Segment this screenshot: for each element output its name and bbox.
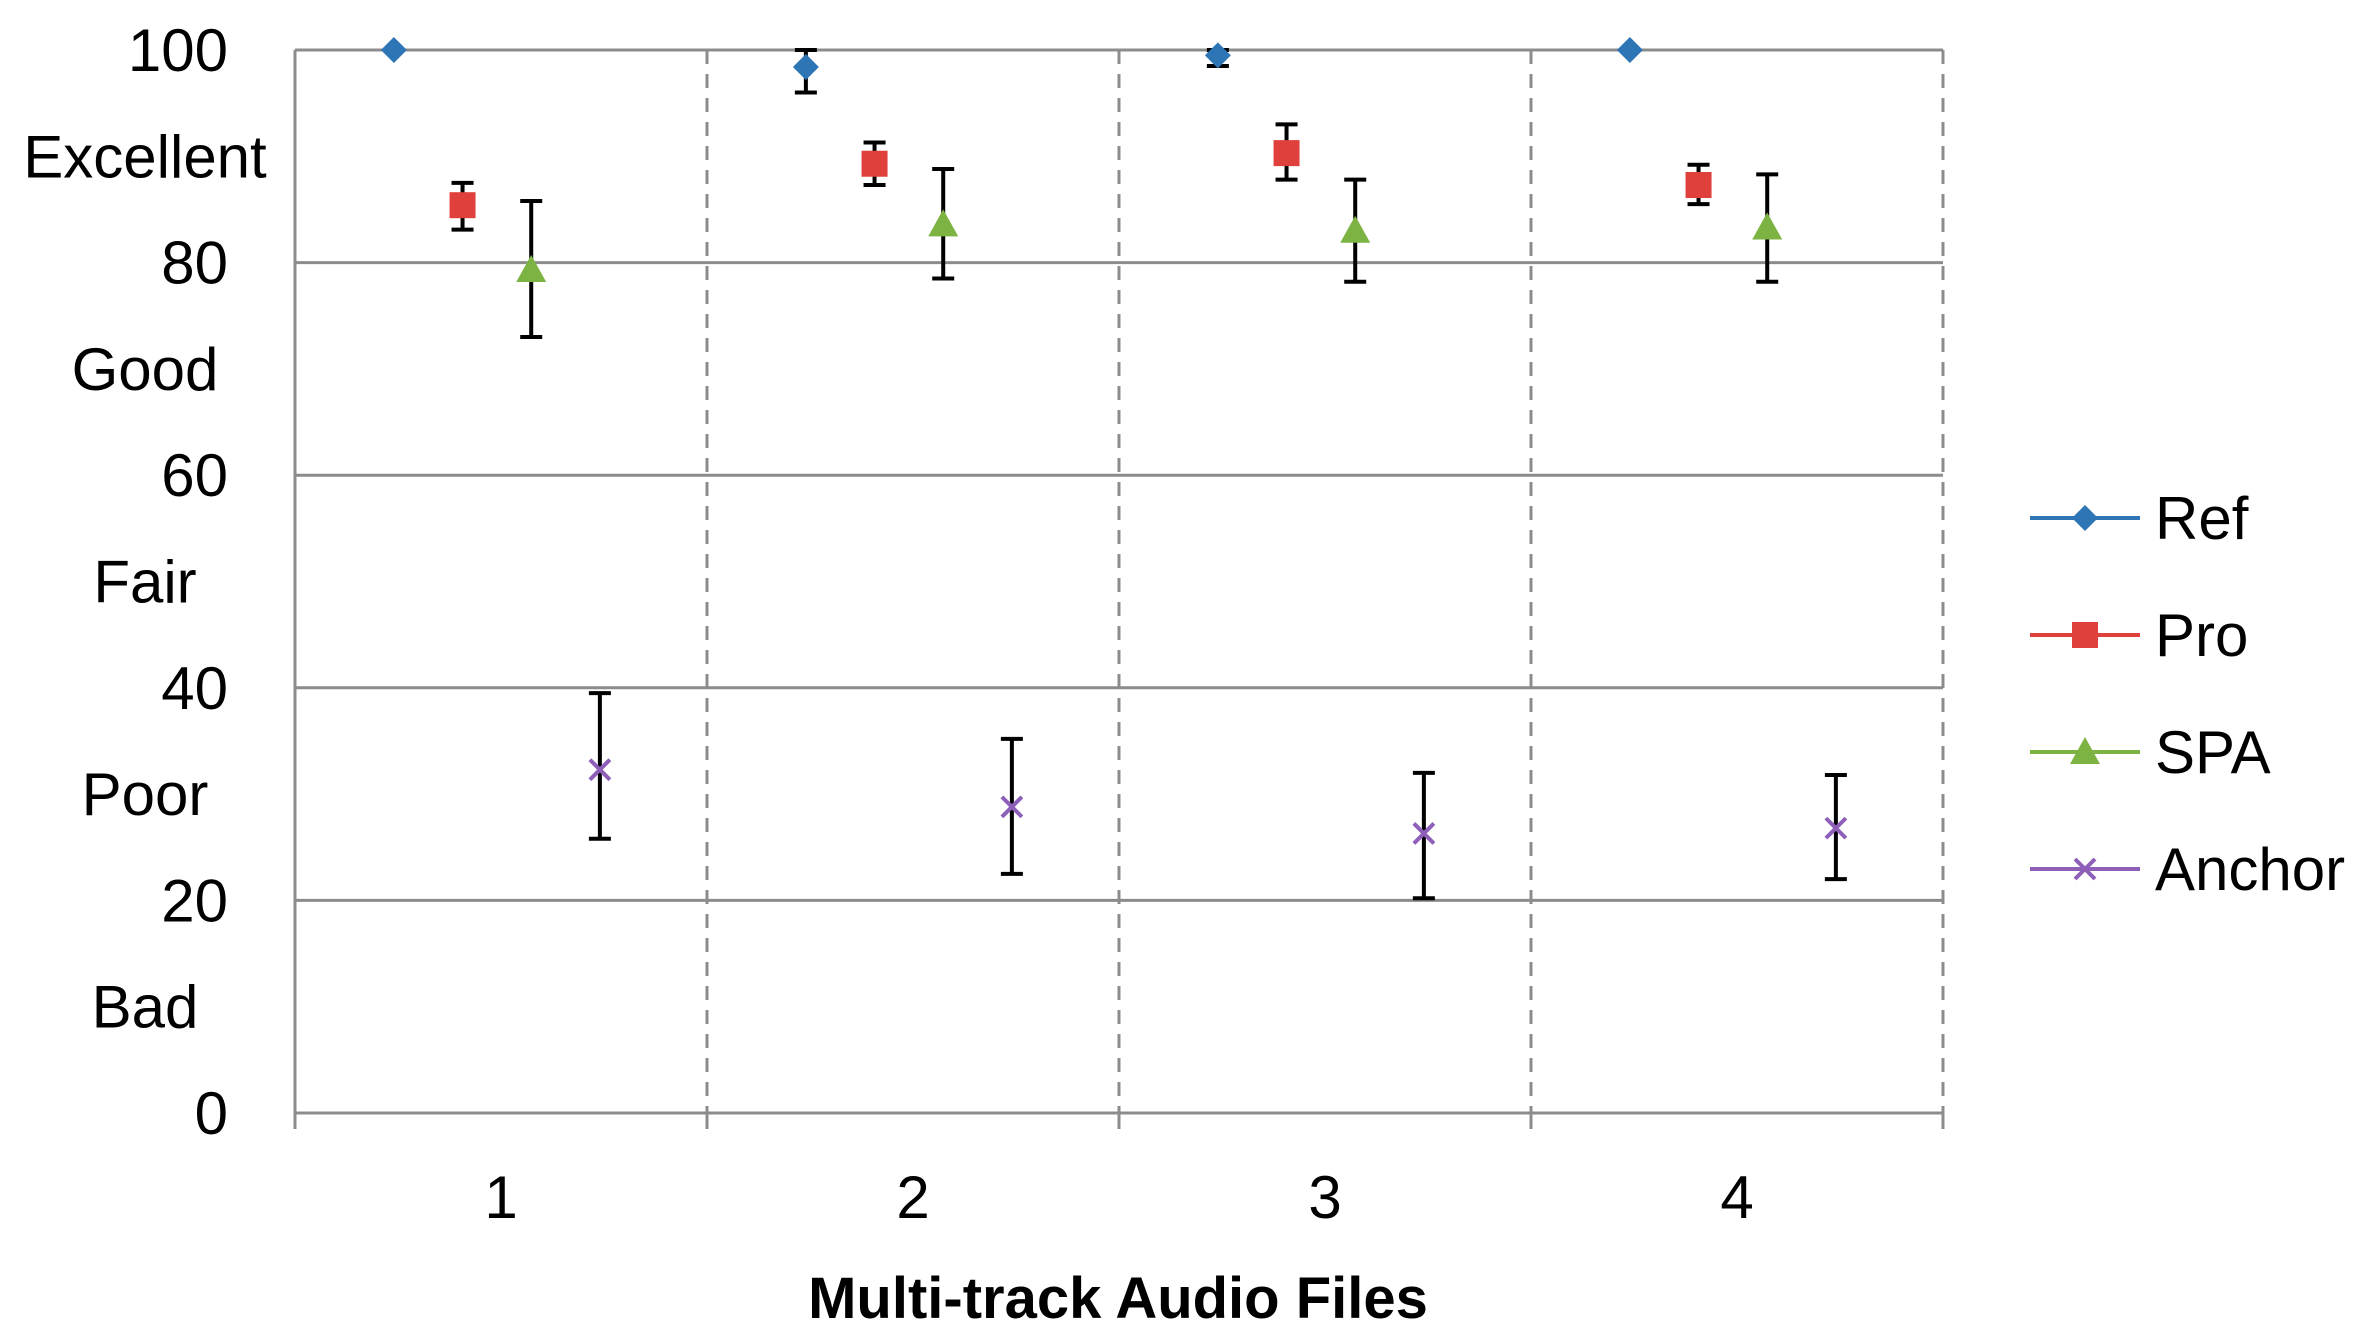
legend: Ref Pro SPA Anchor bbox=[2030, 485, 2345, 903]
legend-item-spa: SPA bbox=[2030, 719, 2271, 786]
legend-marker-pro bbox=[2072, 622, 2098, 648]
point-ref bbox=[380, 37, 407, 63]
error-bars bbox=[451, 48, 1847, 901]
point-pro bbox=[449, 192, 476, 219]
point-pro bbox=[1273, 140, 1300, 167]
legend-marker-ref bbox=[2072, 505, 2098, 531]
category-separators bbox=[705, 50, 1945, 1113]
legend-label-anchor: Anchor bbox=[2155, 836, 2345, 903]
y-tick-label: 40 bbox=[161, 655, 228, 722]
band-label-fair: Fair bbox=[93, 549, 196, 616]
point-spa bbox=[516, 255, 547, 283]
point-spa bbox=[1752, 212, 1783, 240]
legend-label-ref: Ref bbox=[2155, 485, 2249, 552]
point-anchor-stroke bbox=[1412, 822, 1436, 845]
legend-marker-anchor bbox=[2073, 857, 2097, 881]
y-tick-label: 80 bbox=[161, 230, 228, 297]
band-label-good: Good bbox=[72, 336, 219, 403]
point-ref bbox=[1204, 42, 1231, 69]
x-tick-label: 1 bbox=[484, 1164, 517, 1231]
error-bar-anchor bbox=[588, 691, 611, 841]
point-pro bbox=[861, 150, 888, 177]
point-spa bbox=[1340, 215, 1371, 243]
legend-label-pro: Pro bbox=[2155, 602, 2248, 669]
band-label-poor: Poor bbox=[82, 761, 209, 828]
axes: 0 20 40 60 80 100 Excellent Good Fair Poor Bad 1 2 3 4 bbox=[23, 17, 1945, 1231]
point-anchor-stroke bbox=[588, 758, 612, 782]
legend-marker-anchor-stroke bbox=[2073, 857, 2097, 881]
data-points bbox=[380, 37, 1848, 845]
point-anchor bbox=[1824, 816, 1848, 840]
band-label-excellent: Excellent bbox=[23, 123, 267, 190]
legend-label-spa: SPA bbox=[2155, 719, 2271, 786]
point-anchor bbox=[1000, 795, 1024, 819]
point-anchor-stroke bbox=[1000, 795, 1024, 819]
x-tick-label: 4 bbox=[1720, 1164, 1753, 1231]
x-axis-label: Multi-track Audio Files bbox=[808, 1266, 1428, 1331]
legend-item-anchor: Anchor bbox=[2030, 836, 2345, 903]
legend-item-ref: Ref bbox=[2030, 485, 2249, 552]
point-anchor bbox=[588, 758, 612, 782]
band-label-bad: Bad bbox=[92, 974, 199, 1041]
y-tick-label: 0 bbox=[195, 1080, 228, 1147]
point-anchor-stroke bbox=[1824, 816, 1848, 840]
point-pro bbox=[1685, 172, 1712, 199]
point-ref bbox=[792, 54, 819, 81]
point-spa bbox=[928, 209, 959, 237]
legend-item-pro: Pro bbox=[2030, 602, 2248, 669]
x-tick-label: 2 bbox=[896, 1164, 929, 1231]
point-ref bbox=[1616, 37, 1643, 63]
y-tick-label: 100 bbox=[128, 17, 228, 84]
y-tick-label: 60 bbox=[161, 442, 228, 509]
x-tick-label: 3 bbox=[1308, 1164, 1341, 1231]
y-tick-label: 20 bbox=[161, 867, 228, 934]
point-anchor bbox=[1412, 822, 1436, 845]
legend-marker-spa bbox=[2070, 737, 2100, 764]
